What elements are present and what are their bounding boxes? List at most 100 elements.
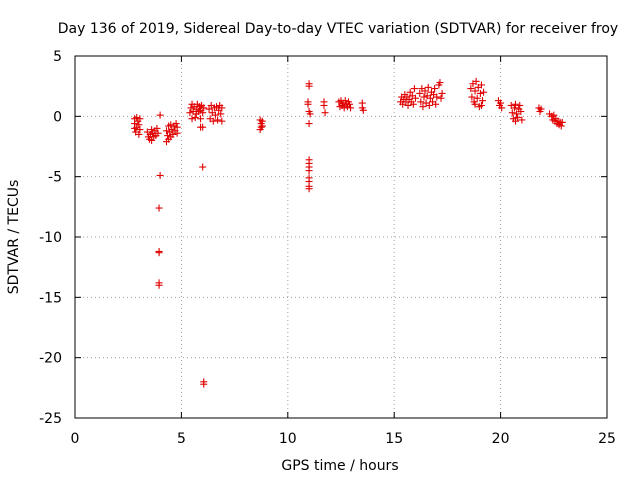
data-point — [411, 94, 419, 102]
data-point — [211, 111, 219, 119]
data-point — [550, 111, 558, 119]
data-point — [305, 167, 313, 175]
data-point — [472, 77, 480, 85]
data-point — [437, 94, 445, 102]
data-point — [406, 88, 414, 96]
data-point — [136, 115, 144, 123]
y-tick-label: -15 — [39, 290, 62, 306]
data-point — [172, 120, 180, 128]
data-point — [153, 124, 161, 132]
data-point — [305, 120, 313, 128]
data-point — [321, 109, 329, 117]
data-point — [168, 126, 176, 134]
data-point — [347, 104, 355, 112]
data-point — [199, 109, 207, 117]
x-tick-label: 20 — [492, 431, 510, 447]
data-point — [479, 97, 487, 105]
data-point — [218, 104, 226, 112]
data-point — [213, 103, 221, 111]
data-point — [200, 104, 208, 112]
data-point — [477, 81, 485, 89]
data-point — [511, 117, 519, 125]
y-tick-label: -20 — [39, 351, 62, 367]
data-point — [410, 85, 418, 93]
data-point — [419, 103, 427, 111]
data-point — [305, 185, 313, 193]
data-point — [218, 117, 226, 125]
data-point — [516, 101, 524, 109]
data-point — [148, 136, 156, 144]
data-point — [558, 118, 566, 126]
data-point — [191, 114, 199, 122]
data-point — [417, 98, 425, 106]
data-point — [305, 82, 313, 90]
data-point — [517, 108, 525, 116]
y-tick-label: -25 — [39, 411, 62, 427]
x-tick-label: 15 — [385, 431, 403, 447]
data-point — [476, 89, 484, 97]
data-point — [433, 93, 441, 101]
data-point — [557, 122, 565, 130]
data-point — [173, 123, 181, 131]
data-point — [416, 89, 424, 97]
data-point — [257, 123, 265, 131]
data-point — [498, 104, 506, 112]
data-point — [197, 123, 205, 131]
data-point — [304, 100, 312, 108]
data-point — [155, 249, 163, 257]
data-point — [200, 380, 208, 388]
y-tick-label: 0 — [53, 109, 62, 125]
data-point — [438, 89, 446, 97]
data-point — [135, 130, 143, 138]
x-tick-labels: 0 5 10 15 20 25 — [71, 431, 616, 447]
data-point — [169, 130, 177, 138]
data-point — [156, 171, 164, 179]
data-point — [199, 163, 207, 171]
data-point — [480, 88, 488, 96]
data-point — [468, 93, 476, 101]
grid — [75, 56, 607, 418]
plot-frame — [74, 55, 608, 419]
x-axis-label: GPS time / hours — [281, 458, 398, 474]
y-tick-labels: 5 0 -5 -10 -15 -20 -25 — [39, 49, 62, 427]
y-tick-label: 5 — [53, 49, 62, 65]
data-point — [425, 101, 433, 109]
data-point — [167, 121, 175, 129]
data-point — [205, 105, 213, 113]
data-point — [135, 121, 143, 129]
data-point — [209, 117, 217, 125]
data-point — [214, 116, 222, 124]
data-point — [436, 79, 444, 87]
data-point — [421, 87, 429, 95]
data-point — [508, 109, 516, 117]
data-point — [197, 115, 205, 123]
data-point — [154, 129, 162, 137]
data-points — [131, 77, 566, 388]
data-point — [163, 127, 171, 135]
data-point — [511, 100, 519, 108]
data-point — [404, 101, 412, 109]
data-point — [136, 126, 144, 134]
data-point — [340, 104, 348, 112]
data-point — [346, 100, 354, 108]
data-point — [155, 204, 163, 212]
data-point — [409, 100, 417, 108]
data-point — [518, 116, 526, 124]
data-point — [431, 85, 439, 93]
y-axis-label: SDTVAR / TECUs — [6, 180, 22, 295]
data-point — [477, 101, 485, 109]
data-point — [258, 122, 266, 130]
data-point — [188, 115, 196, 123]
data-point — [432, 100, 440, 108]
y-tick-label: -10 — [39, 230, 62, 246]
data-point — [514, 114, 522, 122]
data-point — [473, 94, 481, 102]
data-point — [133, 114, 141, 122]
chart-title: Day 136 of 2019, Sidereal Day-to-day VTE… — [58, 21, 618, 37]
data-point — [186, 109, 194, 117]
data-point — [155, 281, 163, 289]
data-point — [510, 104, 518, 112]
data-point — [471, 87, 479, 95]
